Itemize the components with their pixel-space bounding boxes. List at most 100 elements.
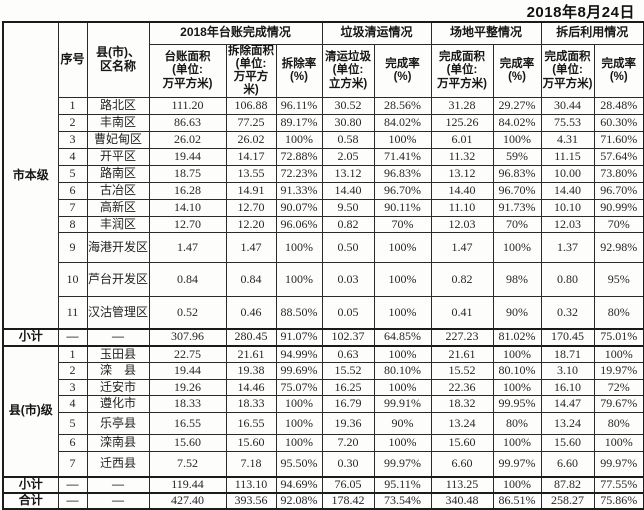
cell-value-2: 99.69% [275, 362, 323, 381]
cell-region-name: 迁西县 [86, 451, 150, 478]
header-col-1: 拆除面积 (单位: 万平方米) [225, 43, 277, 99]
cell-value-0: 119.44 [148, 475, 227, 494]
cell-value-4: 90.11% [373, 199, 432, 218]
cell-region-name: 玉田县 [86, 344, 150, 364]
header-col-5: 完成面积 (单位: 万平方米) [430, 43, 494, 99]
cell-value-2: 94.69% [275, 475, 323, 494]
cell-value-5: 12.03 [430, 216, 494, 234]
cell-value-0: 111.20 [148, 97, 227, 116]
cell-value-5: 113.25 [430, 475, 494, 494]
cell-value-6: 99.95% [492, 395, 542, 414]
cell-value-5: 227.23 [430, 327, 494, 347]
cell-value-3: 0.05 [321, 296, 375, 330]
table-row: 6 古冶区 16.28 14.91 91.33% 14.40 96.70% 14.40 96.7… [3, 182, 644, 201]
cell-value-6: 90% [492, 296, 542, 330]
cell-value-7: 6.60 [540, 451, 595, 478]
cell-value-1: 15.60 [225, 434, 277, 453]
cell-value-1: 106.88 [225, 97, 277, 116]
cell-value-0: 307.96 [148, 327, 227, 347]
cell-value-2: 96.11% [275, 97, 323, 116]
cell-index: 2 [57, 114, 88, 133]
cell-value-5: 15.60 [430, 434, 494, 453]
cell-index: — [57, 327, 88, 347]
cell-value-0: 86.63 [148, 114, 227, 133]
cell-value-3: 76.05 [321, 475, 375, 494]
cell-value-8: 90.99% [593, 199, 644, 218]
cell-value-0: 0.52 [148, 296, 227, 330]
cell-value-5: 340.48 [430, 491, 494, 510]
cell-index: 9 [57, 232, 88, 264]
cell-region-name: 海港开发区 [86, 232, 150, 264]
cell-value-1: 14.46 [225, 379, 277, 397]
cell-region-name: 丰南区 [86, 114, 150, 133]
cell-value-8: 96.70% [593, 182, 644, 201]
cell-value-2: 89.17% [275, 114, 323, 133]
cell-value-8: 100% [593, 434, 644, 453]
cell-index: 5 [57, 412, 88, 436]
table-row: 小计 — —307.96 280.45 91.07% 102.37 64.85% 227.23… [2, 327, 644, 347]
cell-value-5: 13.12 [430, 165, 494, 184]
cell-value-8: 79.67% [593, 395, 644, 414]
cell-value-7: 0.80 [540, 262, 595, 298]
cell-value-6: 100% [492, 344, 542, 364]
cell-value-3: 13.12 [321, 165, 375, 184]
cell-index: 1 [57, 97, 88, 116]
cell-region-name: 古冶区 [86, 182, 150, 201]
cell-value-8: 100% [593, 344, 644, 364]
table-row: 7 迁西县 7.52 7.18 95.50% 0.30 99.97% 6.60 99.97% 6.… [3, 451, 644, 478]
cell-value-2: 100% [275, 434, 323, 453]
table-row: 小计 — —119.44 113.10 94.69% 76.05 95.11% 113.25 1… [2, 475, 644, 494]
cell-value-8: 80% [593, 296, 644, 330]
cell-value-0: 19.26 [148, 379, 227, 397]
header-group-3: 拆后利用情况 [540, 21, 644, 45]
cell-value-4: 100% [373, 131, 432, 150]
cell-value-5: 18.32 [430, 395, 494, 414]
cell-value-8: 71.60% [593, 131, 644, 150]
cell-value-2: 72.23% [275, 165, 323, 184]
cell-value-0: 18.75 [148, 165, 227, 184]
cell-value-8: 77.55% [593, 475, 644, 494]
header-col-6: 完成率 (%) [492, 43, 542, 99]
cell-region-name: 滦 县 [86, 362, 150, 381]
cell-value-2: 75.07% [275, 379, 323, 397]
cell-index: 8 [57, 216, 88, 234]
cell-value-1: 14.91 [225, 182, 277, 201]
cell-value-1: 13.55 [225, 165, 277, 184]
cell-value-7: 3.10 [540, 362, 595, 381]
header-index: 序号 [57, 21, 88, 99]
cell-value-4: 96.83% [373, 165, 432, 184]
cell-value-2: 100% [275, 131, 323, 150]
cell-value-1: 7.18 [225, 451, 277, 478]
cell-index: 5 [57, 165, 88, 184]
cell-value-4: 73.54% [373, 491, 432, 510]
cell-value-2: 90.07% [275, 199, 323, 218]
cell-value-5: 15.52 [430, 362, 494, 381]
cell-value-6: 91.73% [492, 199, 542, 218]
table-row: 11 汉沽管理区 0.52 0.46 88.50% 0.05 100% 0.41 90% 0.32… [3, 296, 644, 330]
cell-value-8: 75.86% [593, 491, 644, 510]
cell-value-8: 95% [593, 262, 644, 298]
cell-region-name: 芦台开发区 [86, 262, 150, 298]
cell-value-3: 9.50 [321, 199, 375, 218]
cell-value-7: 87.82 [540, 475, 595, 494]
table-row: 4 遵化市 18.33 18.33 100% 16.79 99.91% 18.32 99.95%… [3, 395, 644, 414]
cell-value-7: 13.24 [540, 412, 595, 436]
section-label-city: 市本级 [2, 21, 59, 330]
cell-region-name: 乐亭县 [86, 412, 150, 436]
cell-region-name: 丰润区 [86, 216, 150, 234]
cell-value-7: 11.15 [540, 148, 595, 167]
table-row: 合计 — —427.40 393.56 92.08% 178.42 73.54% 340.48… [2, 491, 644, 510]
cell-value-7: 75.53 [540, 114, 595, 133]
cell-value-4: 100% [373, 379, 432, 397]
report-date: 2018年8月24日 [526, 4, 635, 21]
cell-value-3: 16.25 [321, 379, 375, 397]
cell-value-1: 113.10 [225, 475, 277, 494]
cell-value-1: 16.55 [225, 412, 277, 436]
table-row: 9 海港开发区 1.47 1.47 100% 0.50 100% 1.47 100% 1.37 92… [3, 232, 644, 264]
header-col-2: 拆除率 (%) [275, 43, 323, 99]
cell-value-1: 26.02 [225, 131, 277, 150]
cell-value-0: 1.47 [148, 232, 227, 264]
cell-value-7: 1.37 [540, 232, 595, 264]
cell-value-5: 31.28 [430, 97, 494, 116]
